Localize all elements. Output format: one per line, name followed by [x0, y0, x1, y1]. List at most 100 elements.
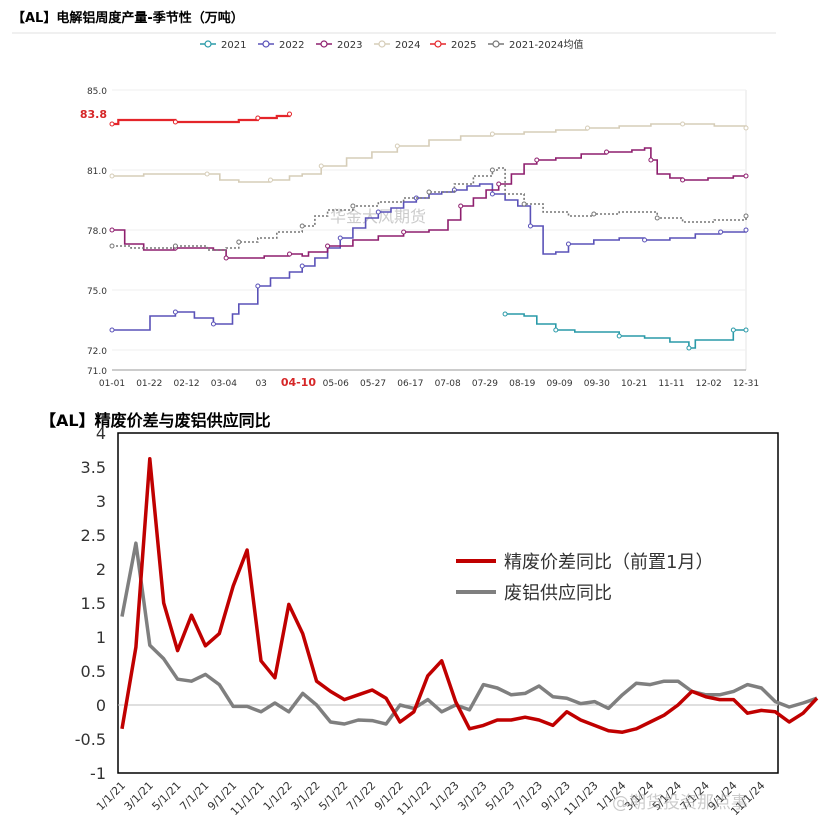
x-tick-label: 1/1/22 — [261, 779, 295, 813]
y-tick-label: 3 — [96, 492, 106, 511]
data-point — [458, 203, 464, 209]
data-point — [743, 227, 749, 233]
chart-legend: 2021 2022 2023 2024 2025 2021-2024均值 — [200, 38, 584, 51]
data-point — [109, 227, 115, 233]
data-point — [686, 345, 692, 351]
y-tick-label: 4 — [96, 424, 106, 443]
data-point — [109, 173, 115, 179]
legend-label-2024: 2024 — [395, 40, 420, 51]
x-tick-label: 1/1/21 — [94, 779, 128, 813]
y-tick-label: 85.0 — [87, 87, 107, 97]
x-tick-label: 7/1/23 — [511, 779, 545, 813]
data-point — [642, 237, 648, 243]
y-tick-label: 72.0 — [87, 347, 107, 357]
legend-marker-avg — [492, 40, 500, 48]
legend-marker-2021 — [204, 40, 212, 48]
plot-area: -1-0.500.511.522.533.541/1/213/1/215/1/2… — [75, 424, 819, 818]
x-tick-label: 05-06 — [323, 379, 349, 389]
data-point — [502, 311, 508, 317]
plot-area: 71.0 72.0 75.0 78.0 81.0 83.8 85.0 01-01 01-22 02… — [80, 87, 759, 389]
data-point — [553, 327, 559, 333]
data-point — [109, 121, 115, 127]
chart-legend: 精废价差同比（前置1月） 废铝供应同比 — [456, 552, 713, 604]
y-tick-label: 0.5 — [81, 662, 106, 681]
x-tick-label: 7/1/22 — [344, 779, 378, 813]
data-point — [534, 157, 540, 163]
y-tick-label: 1 — [96, 628, 106, 647]
y-tick-label: -1 — [90, 764, 106, 783]
data-point — [350, 203, 356, 209]
y-tick-label: 75.0 — [87, 287, 107, 297]
watermark: @期货投资那点事 — [612, 793, 748, 813]
data-point — [521, 201, 527, 207]
series-line-2022 — [112, 183, 747, 331]
x-tick-label: 12-02 — [696, 379, 722, 389]
data-point — [255, 283, 261, 289]
series-line-2023 — [112, 147, 746, 259]
series-line-2024 — [112, 123, 747, 183]
data-point — [743, 327, 749, 333]
plot-frame — [117, 432, 779, 774]
legend-label-2021: 2021 — [221, 40, 246, 51]
x-tick-label: 01-22 — [136, 379, 162, 389]
legend-label-scrap: 废铝供应同比 — [504, 583, 612, 604]
x-tick-label: 11-11 — [658, 379, 684, 389]
spread-vs-scrap-chart: 【AL】精废价差与废铝供应同比 -1 -0.5 0 0.5 1 1.5 2 2.5 3 3.5 4 1… — [40, 411, 819, 818]
series-line-2021 — [505, 313, 746, 349]
data-point — [255, 115, 261, 121]
legend-label-2025: 2025 — [451, 40, 476, 51]
x-tick-label: 09-09 — [546, 379, 572, 389]
x-tick-label: 10-21 — [621, 379, 647, 389]
y-tick-label: 71.0 — [87, 367, 107, 377]
legend-label-2023: 2023 — [337, 40, 362, 51]
data-point — [730, 327, 736, 333]
x-tick-label: 06-17 — [397, 379, 423, 389]
data-point — [109, 243, 115, 249]
chart-title: 【AL】精废价差与废铝供应同比 — [40, 411, 271, 430]
data-point — [680, 177, 686, 183]
data-point — [718, 229, 724, 235]
series-line-avg — [112, 167, 747, 251]
data-point — [489, 167, 495, 173]
legend-marker-2022 — [262, 40, 270, 48]
y-tick-label: 81.0 — [87, 167, 107, 177]
data-point — [318, 163, 324, 169]
x-tick-label: 5/1/22 — [316, 779, 350, 813]
data-point — [565, 241, 571, 247]
data-point — [489, 191, 495, 197]
x-tick-label: 3/1/22 — [288, 779, 322, 813]
data-point — [585, 125, 590, 131]
y-tick-label: 2 — [96, 560, 106, 579]
data-point — [489, 131, 495, 137]
data-point — [604, 149, 610, 155]
y-tick-label: 3.5 — [81, 458, 106, 477]
data-point — [236, 239, 242, 245]
legend-marker-2025 — [434, 40, 442, 48]
y-tick-label: 1.5 — [81, 594, 106, 613]
data-point — [654, 215, 660, 221]
x-tick-label: 1/1/23 — [427, 779, 461, 813]
y-tick-label: -0.5 — [75, 730, 106, 749]
x-tick-label: 03-04 — [211, 379, 237, 389]
data-point — [172, 309, 178, 315]
data-point — [299, 223, 305, 229]
data-point — [394, 143, 400, 149]
y-tick-label: 0 — [96, 696, 106, 715]
legend-label-spread: 精废价差同比（前置1月） — [504, 552, 713, 573]
x-tick-label: 08-19 — [509, 379, 535, 389]
x-tick-label: 02-12 — [174, 379, 200, 389]
x-tick-label: 07-08 — [435, 379, 461, 389]
series-line-2025 — [112, 114, 291, 126]
x-tick-label: 3/1/23 — [455, 779, 489, 813]
data-point — [743, 125, 749, 131]
data-point — [616, 333, 622, 339]
x-tick-label: 05-27 — [360, 379, 386, 389]
x-tick-label: 09-30 — [584, 379, 610, 389]
legend-label-2022: 2022 — [279, 40, 304, 51]
data-point — [109, 327, 115, 333]
x-tick-label: 5/1/23 — [483, 779, 517, 813]
data-point — [299, 263, 305, 269]
data-point — [268, 177, 273, 183]
chart-title: 【AL】电解铝周度产量-季节性（万吨） — [12, 10, 244, 26]
data-point — [172, 119, 178, 125]
